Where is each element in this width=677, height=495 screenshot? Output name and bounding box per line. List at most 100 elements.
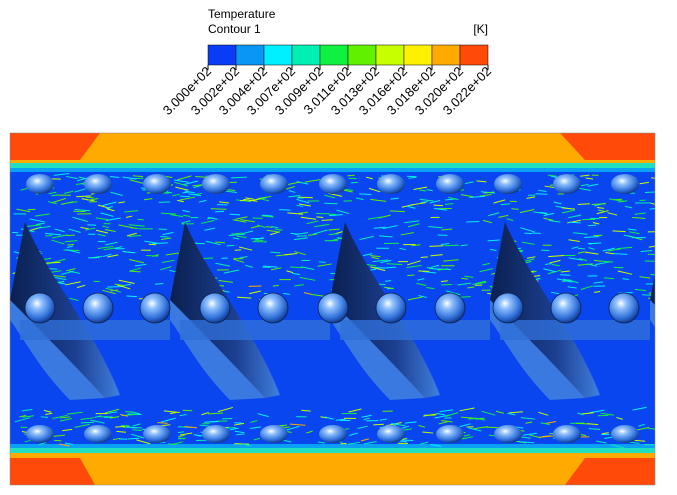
vector — [429, 199, 441, 204]
color-box — [431, 44, 461, 66]
vector — [163, 410, 180, 413]
vector — [266, 229, 279, 233]
vector — [568, 214, 582, 219]
vector — [249, 426, 261, 429]
vector — [616, 416, 623, 420]
vector — [250, 420, 258, 424]
vector — [422, 431, 434, 434]
vector — [80, 226, 89, 230]
sphere — [26, 425, 54, 443]
vector — [357, 425, 368, 429]
vector — [324, 202, 338, 205]
vector — [317, 441, 326, 444]
vector — [413, 186, 428, 190]
vector — [401, 203, 415, 208]
vector — [131, 433, 145, 439]
wall-layer — [10, 163, 655, 168]
vector — [95, 217, 109, 221]
vector — [74, 423, 90, 428]
hub — [660, 320, 677, 340]
sphere — [550, 292, 582, 324]
vector — [179, 413, 187, 417]
vector — [408, 176, 417, 179]
vector — [417, 278, 425, 281]
vector — [548, 220, 561, 223]
vector — [152, 242, 168, 245]
vector — [523, 258, 535, 263]
vector — [577, 203, 590, 206]
vector — [198, 199, 207, 203]
vector — [639, 181, 650, 185]
vector — [600, 260, 613, 263]
vector — [245, 264, 253, 268]
vector — [539, 435, 556, 438]
vector — [610, 444, 624, 449]
vector — [481, 410, 496, 416]
vector — [105, 408, 120, 414]
sphere — [553, 174, 581, 194]
vector — [299, 276, 316, 281]
vector — [53, 276, 67, 281]
vector — [188, 193, 202, 197]
vector — [487, 239, 500, 242]
vector — [301, 409, 311, 412]
vector — [350, 181, 358, 184]
vector — [64, 240, 78, 243]
vector — [587, 183, 599, 187]
vector — [215, 262, 231, 267]
screw-blades — [10, 222, 677, 400]
vector — [613, 253, 628, 255]
vector — [132, 429, 142, 431]
vector — [526, 256, 536, 259]
vector — [580, 285, 594, 291]
vector — [596, 210, 609, 215]
vector — [233, 237, 240, 240]
vector — [238, 246, 253, 251]
vector — [441, 228, 453, 231]
vector — [490, 248, 497, 251]
vector — [85, 196, 94, 199]
vector — [68, 201, 78, 204]
vector — [444, 244, 459, 247]
vector — [272, 284, 280, 287]
vector — [457, 282, 471, 286]
vector — [608, 248, 621, 252]
vector — [622, 278, 629, 281]
vector — [116, 430, 127, 433]
vector — [407, 223, 420, 228]
vector — [207, 412, 224, 415]
vector — [650, 273, 655, 276]
vector — [406, 205, 416, 209]
vector — [165, 252, 179, 256]
vector — [400, 232, 414, 236]
vector — [128, 259, 144, 264]
sphere — [143, 174, 171, 194]
vector — [440, 280, 448, 283]
vector — [301, 266, 315, 271]
vector — [588, 224, 597, 227]
vector — [607, 212, 618, 216]
vector — [129, 267, 141, 272]
vector — [507, 412, 516, 416]
vector — [589, 409, 605, 414]
vector — [102, 289, 116, 295]
vector — [310, 293, 326, 297]
vector — [312, 229, 328, 235]
vector — [68, 228, 81, 234]
vector — [118, 201, 126, 204]
vector — [59, 416, 71, 419]
vector — [102, 225, 109, 229]
vector — [363, 441, 377, 445]
vector — [234, 249, 242, 251]
vector — [100, 212, 114, 217]
vector — [579, 257, 588, 262]
vector — [407, 260, 421, 266]
vector — [182, 209, 190, 213]
vector — [236, 235, 247, 238]
vector — [543, 217, 554, 221]
sphere — [611, 174, 639, 194]
vector — [169, 270, 176, 273]
vector — [256, 224, 266, 228]
vector — [584, 235, 600, 239]
frame — [9, 132, 656, 486]
